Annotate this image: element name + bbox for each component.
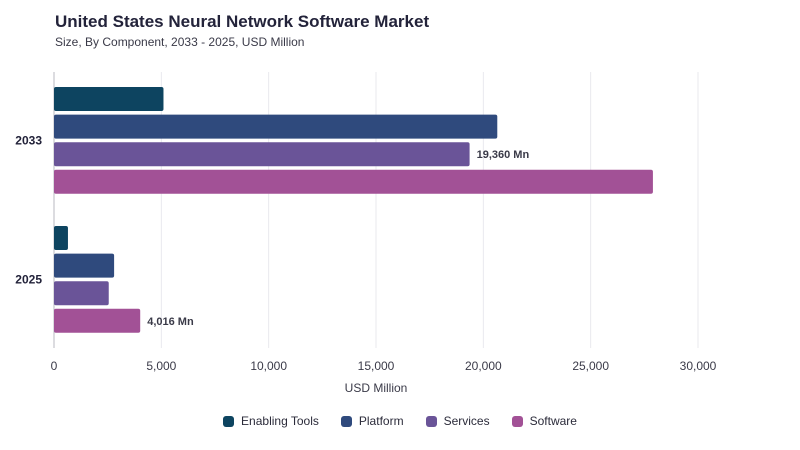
legend-label: Enabling Tools: [241, 414, 319, 428]
legend-swatch: [425, 415, 437, 427]
x-tick-label: 15,000: [358, 359, 395, 373]
chart-subtitle: Size, By Component, 2033 - 2025, USD Mil…: [55, 35, 305, 49]
x-tick-label: 20,000: [465, 359, 502, 373]
legend-swatch: [223, 415, 235, 427]
legend-item: Services: [425, 414, 490, 428]
bar: [54, 281, 109, 306]
x-tick-label: 25,000: [572, 359, 609, 373]
x-tick-label: 30,000: [680, 359, 717, 373]
legend-item: Platform: [340, 414, 404, 428]
category-label: 2033: [15, 133, 42, 147]
bar: [54, 226, 68, 250]
legend: Enabling Tools Platform Services Software: [0, 414, 800, 428]
chart-title: United States Neural Network Software Ma…: [55, 12, 430, 31]
legend-item: Enabling Tools: [223, 414, 319, 428]
x-axis-label: USD Million: [345, 381, 408, 395]
data-label: 19,360 Mn: [477, 149, 530, 161]
legend-swatch: [340, 415, 352, 427]
category-label: 2025: [15, 272, 42, 286]
legend-label: Services: [443, 414, 490, 428]
x-tick-label: 0: [51, 359, 58, 373]
x-tick-label: 10,000: [250, 359, 287, 373]
legend-label: Software: [529, 414, 577, 428]
bar: [54, 142, 470, 167]
bar: [54, 308, 141, 333]
bar: [54, 114, 498, 139]
legend-label: Platform: [358, 414, 404, 428]
data-label: 4,016 Mn: [147, 316, 194, 328]
bar: [54, 253, 115, 278]
legend-item: Software: [511, 414, 577, 428]
legend-swatch: [511, 415, 523, 427]
x-tick-label: 5,000: [146, 359, 176, 373]
bar: [54, 169, 653, 194]
bar: [54, 87, 164, 111]
